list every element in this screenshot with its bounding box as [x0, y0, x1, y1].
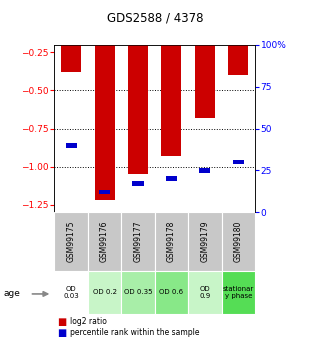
Bar [222, 212, 255, 271]
Text: GSM99175: GSM99175 [67, 221, 76, 262]
Text: GSM99178: GSM99178 [167, 221, 176, 262]
Bar [222, 271, 255, 314]
Text: GSM99179: GSM99179 [200, 221, 209, 262]
Text: stationar
y phase: stationar y phase [223, 286, 254, 299]
Bar [132, 181, 143, 186]
Bar [155, 212, 188, 271]
Bar [66, 143, 77, 148]
Bar [54, 212, 88, 271]
Bar [188, 271, 222, 314]
Bar [121, 271, 155, 314]
Bar [188, 212, 222, 271]
Text: percentile rank within the sample: percentile rank within the sample [70, 328, 199, 337]
Bar [54, 271, 88, 314]
Text: OD
0.03: OD 0.03 [63, 286, 79, 299]
Text: GDS2588 / 4378: GDS2588 / 4378 [107, 11, 204, 24]
Bar [95, 45, 114, 200]
Bar [121, 212, 155, 271]
Bar [88, 212, 121, 271]
Text: OD 0.2: OD 0.2 [93, 289, 117, 295]
Text: GSM99180: GSM99180 [234, 221, 243, 262]
Text: OD
0.9: OD 0.9 [199, 286, 211, 299]
Text: GSM99176: GSM99176 [100, 221, 109, 262]
Text: ■: ■ [58, 328, 67, 338]
Text: OD 0.35: OD 0.35 [124, 289, 152, 295]
Bar [99, 190, 110, 194]
Bar [161, 45, 182, 156]
Bar [199, 168, 210, 172]
Text: log2 ratio: log2 ratio [70, 317, 107, 326]
Bar [155, 271, 188, 314]
Text: OD 0.6: OD 0.6 [159, 289, 183, 295]
Bar [233, 160, 244, 164]
Bar [228, 45, 248, 75]
Bar [195, 45, 215, 118]
Bar [88, 271, 121, 314]
Bar [61, 45, 81, 72]
Text: ■: ■ [58, 317, 67, 326]
Text: age: age [3, 289, 20, 298]
Bar [128, 45, 148, 174]
Text: GSM99177: GSM99177 [133, 221, 142, 262]
Bar [166, 176, 177, 181]
